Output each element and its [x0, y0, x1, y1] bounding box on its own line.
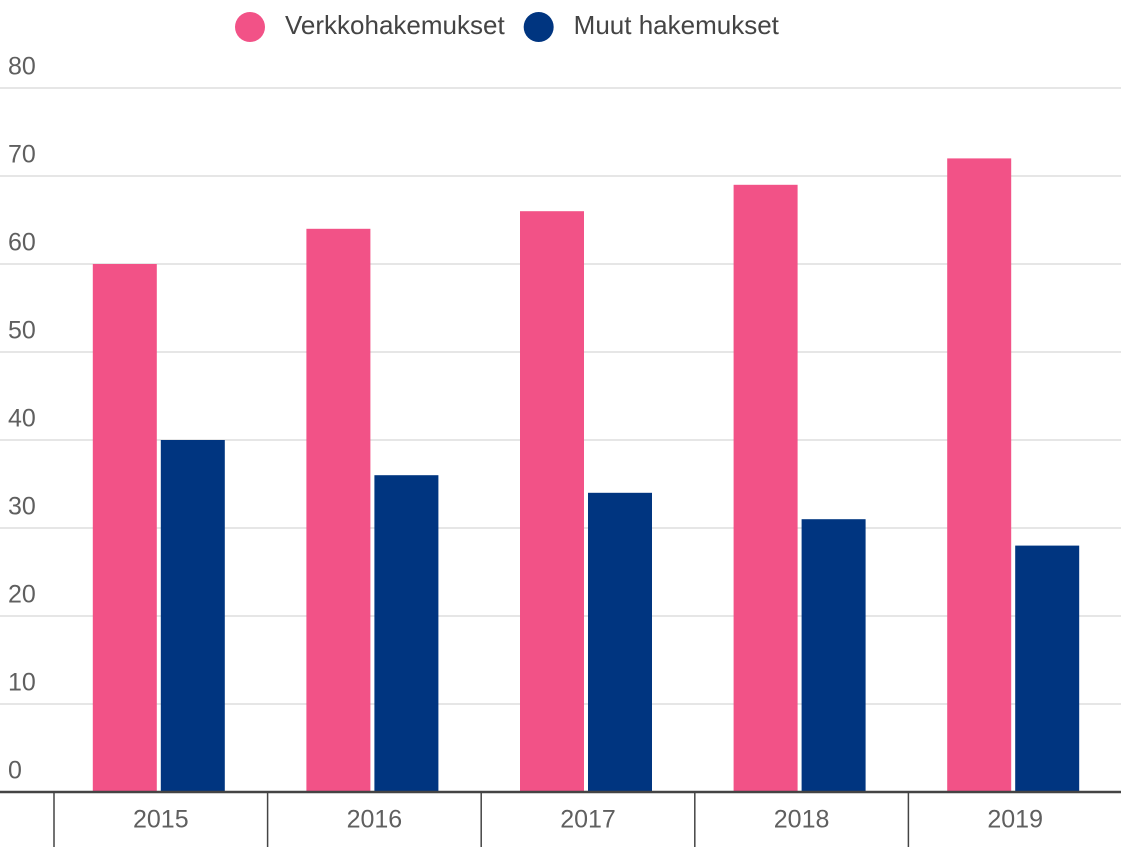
- legend-text: Muut hakemukset: [574, 10, 780, 40]
- bar: [588, 492, 652, 792]
- y-tick-label: 60: [8, 229, 36, 257]
- x-tick-label: 2017: [560, 806, 616, 834]
- bar: [374, 475, 439, 792]
- y-tick-label: 0: [8, 757, 22, 785]
- bar: [92, 264, 157, 792]
- bar: [520, 211, 584, 792]
- bar: [947, 158, 1012, 792]
- bar: [1015, 545, 1080, 792]
- legend-text: Verkkohakemukset: [285, 10, 505, 40]
- bar: [160, 440, 225, 792]
- legend-marker: [235, 12, 265, 42]
- y-tick-label: 70: [8, 141, 36, 169]
- y-tick-label: 10: [8, 669, 36, 697]
- y-tick-label: 20: [8, 581, 36, 609]
- y-tick-label: 40: [8, 405, 36, 433]
- bar: [733, 184, 798, 793]
- x-tick-label: 2019: [987, 806, 1043, 834]
- legend-marker: [523, 12, 554, 42]
- y-tick-label: 50: [8, 317, 36, 345]
- x-tick-label: 2018: [774, 806, 830, 834]
- y-tick-label: 30: [8, 493, 36, 521]
- bar: [801, 519, 866, 792]
- x-tick-label: 2015: [133, 806, 189, 834]
- bar: [306, 228, 371, 793]
- y-tick-label: 80: [8, 53, 36, 81]
- x-tick-label: 2016: [347, 806, 403, 834]
